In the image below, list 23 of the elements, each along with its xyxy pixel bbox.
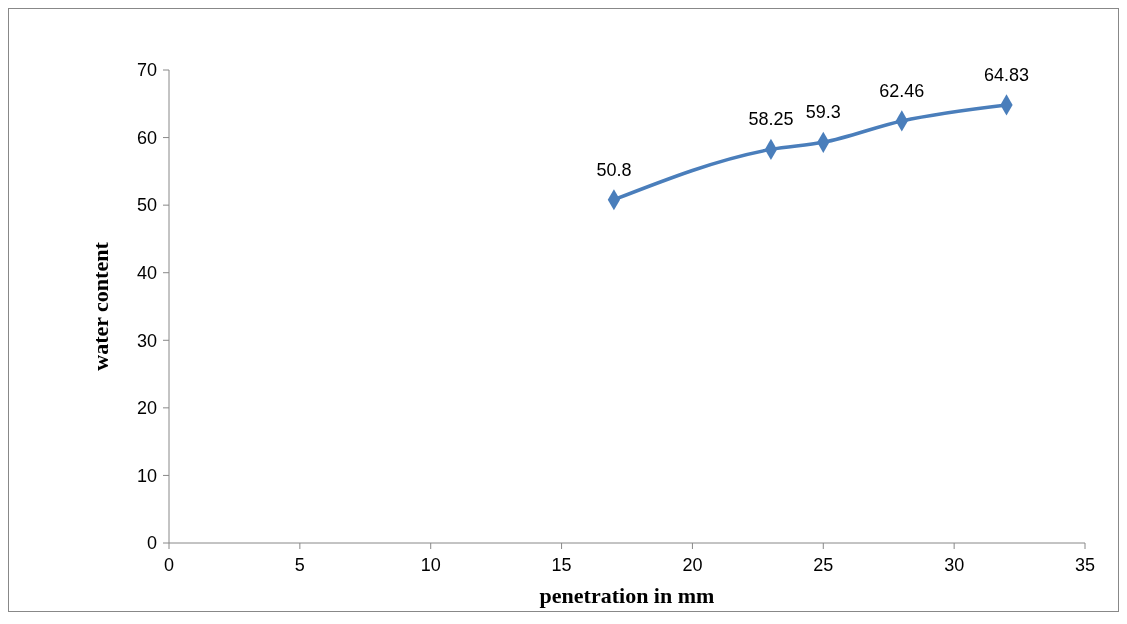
x-tick-label: 15 xyxy=(551,555,572,575)
x-axis-title: penetration in mm xyxy=(539,583,715,608)
data-label: 64.83 xyxy=(983,64,1030,85)
y-tick-label: 60 xyxy=(136,127,157,148)
y-tick-label: 20 xyxy=(136,398,157,419)
x-tick-label: 0 xyxy=(163,555,175,575)
y-tick-label: 50 xyxy=(136,195,157,216)
y-axis-title: water content xyxy=(88,241,113,371)
x-tick-label: 5 xyxy=(294,555,305,575)
x-tick-label: 35 xyxy=(1074,555,1096,575)
x-tick-label: 10 xyxy=(420,555,441,575)
y-tick-label: 10 xyxy=(136,465,157,486)
y-tick-label: 70 xyxy=(136,60,157,81)
data-label: 50.8 xyxy=(596,159,632,180)
x-tick-label: 20 xyxy=(682,555,703,575)
data-label: 58.25 xyxy=(748,109,794,130)
x-tick-label: 25 xyxy=(813,555,834,575)
data-label: 59.3 xyxy=(805,102,841,123)
y-tick-label: 0 xyxy=(146,533,157,554)
data-label: 62.46 xyxy=(879,80,925,101)
y-tick-label: 30 xyxy=(136,330,157,351)
x-tick-label: 30 xyxy=(944,555,965,575)
y-tick-label: 40 xyxy=(136,263,157,284)
